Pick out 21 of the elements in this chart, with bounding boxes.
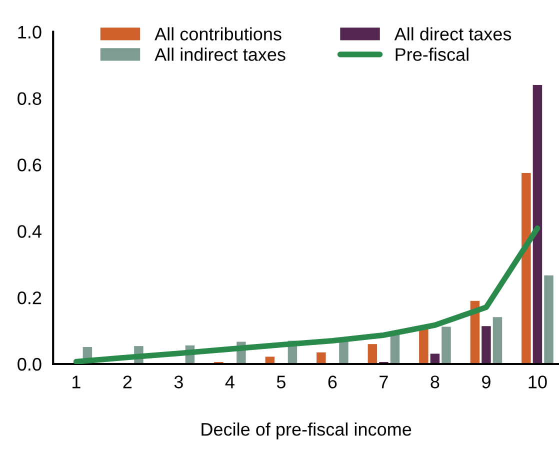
x-axis-title: Decile of pre-fiscal income	[202, 422, 412, 440]
x-tick-label: 8	[430, 376, 440, 388]
y-tick-label: 0.8	[18, 92, 42, 105]
y-tick-label: 0.6	[18, 158, 42, 172]
x-tick-label: 9	[482, 376, 490, 388]
x-tick-label: 1	[72, 376, 80, 388]
x-tick-label: 3	[174, 376, 183, 388]
y-tick-label: 0.0	[18, 358, 42, 371]
legend-label: All indirect taxes	[154, 48, 286, 61]
x-tick-label: 10	[528, 376, 547, 388]
y-tick-label: 0.4	[18, 225, 42, 238]
x-tick-label: 6	[328, 376, 337, 388]
x-tick-label: 2	[123, 376, 132, 388]
x-tick-label: 5	[276, 376, 286, 388]
legend-label: All contributions	[154, 27, 282, 40]
x-tick-label: 4	[225, 376, 234, 388]
x-tick-label: 7	[380, 376, 388, 388]
legend-label: All direct taxes	[394, 27, 512, 40]
y-tick-label: 0.2	[18, 292, 42, 304]
y-tick-label: 1.0	[18, 26, 42, 39]
legend-label: Pre-fiscal	[396, 48, 468, 61]
